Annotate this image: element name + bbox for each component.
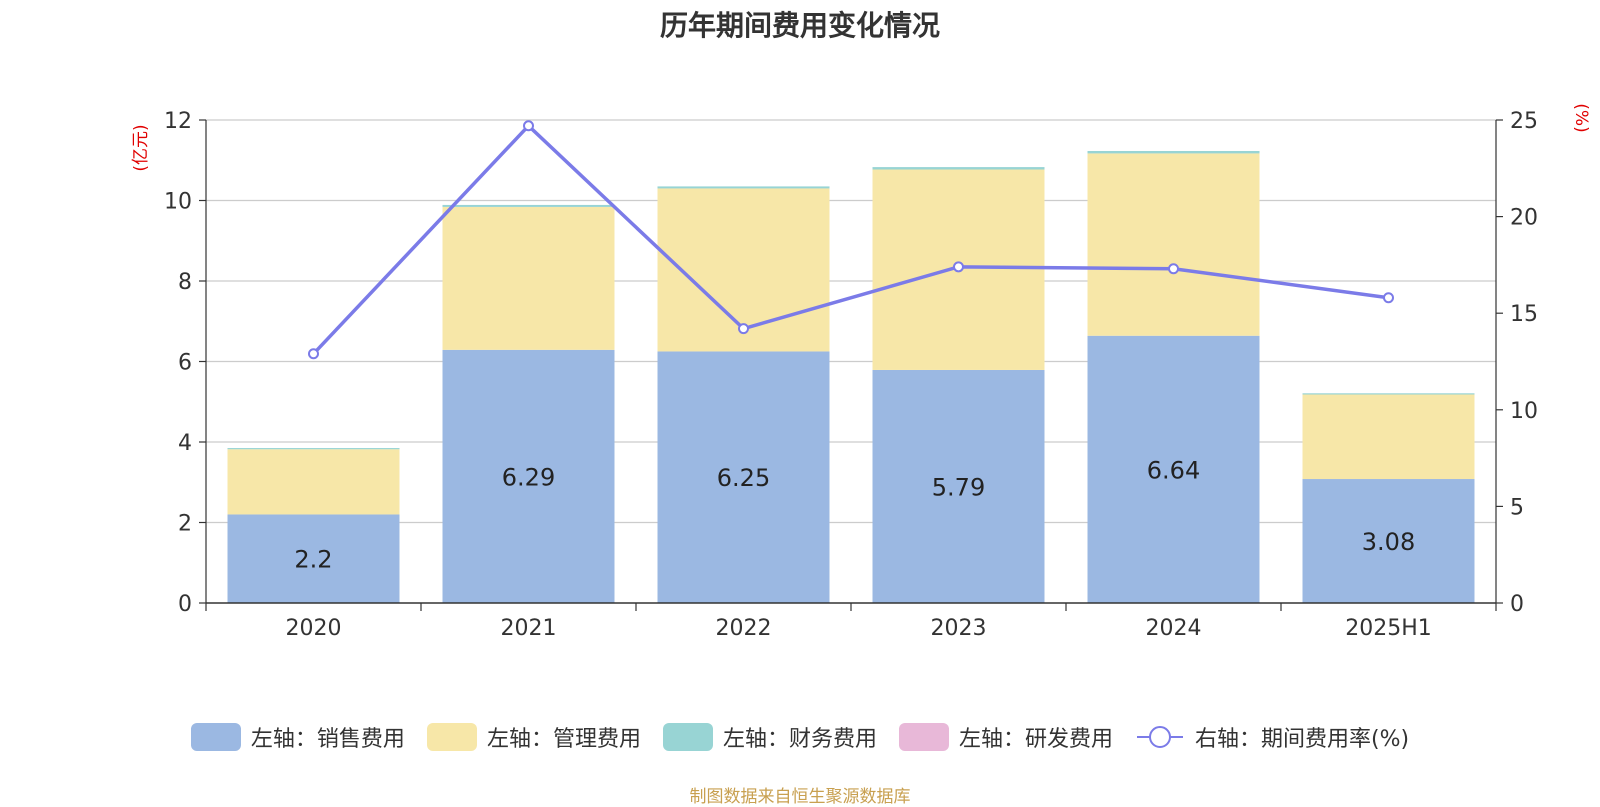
legend-label: 左轴：财务费用 (722, 727, 877, 752)
legend-label: 右轴：期间费用率(%) (1194, 727, 1410, 752)
bar-data-label: 3.08 (1362, 528, 1415, 556)
left-axis-tick-label: 6 (178, 351, 192, 376)
bar-segment (1087, 150, 1260, 154)
rate-line-point (953, 261, 964, 273)
bar-data-label: 5.79 (932, 473, 985, 501)
right-axis-tick-label: 5 (1510, 495, 1524, 520)
legend-swatch (898, 723, 949, 751)
left-axis-tick-label: 8 (178, 270, 192, 295)
right-axis-tick-label: 10 (1510, 399, 1538, 424)
bar-segment (872, 369, 1045, 603)
x-axis-tick-label: 2024 (1146, 616, 1202, 641)
left-axis-tick-label: 2 (178, 512, 192, 537)
x-axis-tick-label: 2022 (716, 616, 772, 641)
rate-line-point (523, 120, 534, 132)
bar-segment (1302, 393, 1475, 395)
legend-swatch (662, 723, 713, 751)
x-axis-tick-label: 2025H1 (1345, 616, 1432, 641)
left-axis-tick-label: 0 (178, 592, 192, 617)
bar-data-label: 6.29 (502, 463, 555, 491)
rate-line-point (308, 348, 319, 360)
legend-label: 左轴：研发费用 (958, 727, 1113, 752)
x-axis-tick-label: 2020 (286, 616, 342, 641)
axes: 0 2 4 6 8 10 12 0 5 10 15 20 25 (亿元) (%) 2020 2021 2022 20… (131, 103, 1591, 641)
bar-data-label: 2.2 (294, 546, 332, 574)
bar-segment (1087, 153, 1260, 336)
rate-line (312, 123, 1389, 355)
bar-segment (227, 449, 400, 515)
bar-segment (227, 514, 400, 603)
rate-line-series (308, 120, 1394, 360)
bar-segment (872, 167, 1045, 170)
bar-segment (1087, 335, 1260, 603)
bar-series (227, 150, 1475, 603)
rate-line-point (738, 323, 749, 335)
grid-lines (206, 119, 1496, 524)
left-axis-unit-label: (亿元) (131, 124, 151, 171)
right-axis-tick-label: 25 (1510, 109, 1538, 134)
x-axis-tick-label: 2023 (931, 616, 987, 641)
source-note: 制图数据来自恒生聚源数据库 (689, 787, 911, 807)
bar-segment (442, 349, 615, 603)
x-axis-tick-label: 2021 (501, 616, 557, 641)
legend-item[interactable]: 左轴：销售费用 (190, 721, 405, 753)
right-axis-tick-label: 15 (1510, 302, 1538, 327)
bar-segment (1302, 479, 1475, 603)
right-axis-unit-label: (%) (1571, 103, 1591, 132)
bar-segment (657, 351, 830, 603)
legend-label: 左轴：管理费用 (486, 727, 641, 752)
legend-item[interactable]: 左轴：研发费用 (898, 721, 1113, 753)
bar-segment (657, 186, 830, 189)
chart-title: 历年期间费用变化情况 (659, 9, 940, 42)
legend-swatch (190, 723, 241, 751)
rate-line-point (1383, 292, 1394, 304)
bar-segment (227, 448, 400, 450)
legend-label: 左轴：销售费用 (250, 727, 405, 752)
legend-line-marker-icon (1136, 726, 1183, 748)
data-labels: 2.2 6.29 6.25 5.79 6.64 3.08 (294, 456, 1415, 573)
bar-data-label: 6.25 (717, 464, 770, 492)
right-axis-tick-label: 0 (1510, 592, 1524, 617)
legend-swatch (426, 723, 477, 751)
legend-item[interactable]: 左轴：财务费用 (662, 721, 877, 753)
bar-segment (442, 204, 615, 207)
left-axis-tick-label: 12 (164, 109, 192, 134)
bar-segment (1302, 394, 1475, 480)
legend-item[interactable]: 左轴：管理费用 (426, 721, 641, 753)
right-axis-tick-label: 20 (1510, 206, 1538, 231)
left-axis-tick-label: 10 (164, 190, 192, 215)
bar-segment (442, 206, 615, 350)
legend: 左轴：销售费用 左轴：管理费用 左轴：财务费用 左轴：研发费用 右轴：期间费用率(%) (0, 720, 1600, 754)
rate-line-point (1168, 263, 1179, 275)
left-axis-tick-label: 4 (178, 431, 192, 456)
chart-plot: 0 2 4 6 8 10 12 0 5 10 15 20 25 (亿元) (%) 2020 2021 2022 20… (131, 103, 1591, 641)
bar-data-label: 6.64 (1147, 456, 1200, 484)
legend-item[interactable]: 右轴：期间费用率(%) (1135, 721, 1409, 753)
